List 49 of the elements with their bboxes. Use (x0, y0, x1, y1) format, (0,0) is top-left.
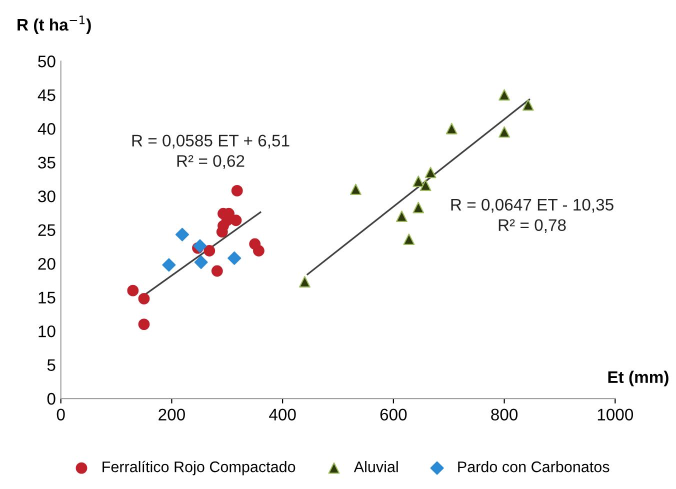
x-tick-label: 1000 (598, 408, 634, 420)
point (138, 292, 150, 304)
point (498, 126, 510, 138)
point (138, 318, 150, 330)
point (230, 214, 242, 226)
point (412, 202, 424, 214)
y-tick-label: 10 (38, 325, 56, 338)
point (193, 239, 207, 253)
point (194, 255, 208, 269)
legend-label: Pardo con Carbonatos (458, 461, 610, 472)
legend-label: Ferralítico Rojo Compactado (102, 460, 296, 476)
point (127, 284, 139, 296)
point (350, 184, 362, 196)
x-tick-label: 0 (56, 408, 65, 420)
point (403, 234, 415, 245)
point (299, 276, 310, 288)
y-tick-label: 0 (47, 392, 56, 405)
point (175, 228, 189, 242)
annotation: R = 0,0647 ET - 10,35 R² = 0,78 (451, 198, 614, 233)
y-tick-label: 15 (38, 292, 56, 304)
x-tick-label: 200 (158, 408, 185, 420)
y-tick-label: 20 (38, 258, 56, 270)
y-tick-label: 5 (47, 359, 56, 371)
point (420, 180, 432, 191)
annotation: R = 0,0585 ET + 6,51 R² = 0,62 (132, 134, 290, 169)
x-tick-label: 400 (269, 408, 296, 420)
y-tick-label: 35 (38, 156, 56, 169)
x-tick-label: 800 (491, 408, 518, 420)
y-tick-label: 25 (38, 224, 56, 236)
point (228, 251, 242, 265)
x-tick-label: 600 (380, 408, 407, 420)
point (204, 245, 216, 256)
point (424, 166, 436, 178)
point (498, 89, 510, 101)
point (253, 245, 264, 256)
legend-label: Aluvial (354, 461, 398, 472)
y-tick-label: 30 (38, 190, 56, 202)
y-tick-label: 45 (38, 89, 56, 102)
point (162, 258, 176, 272)
point (522, 99, 534, 111)
point (446, 122, 458, 134)
point (211, 265, 223, 277)
y-axis-title: R (t ha$^{−1}$) (18, 16, 91, 34)
y-tick-label: 50 (38, 56, 56, 68)
x-axis-title: Et (mm) (608, 370, 668, 386)
point (396, 210, 408, 222)
point (231, 184, 243, 196)
y-tick-label: 40 (38, 123, 56, 135)
point (412, 176, 424, 187)
